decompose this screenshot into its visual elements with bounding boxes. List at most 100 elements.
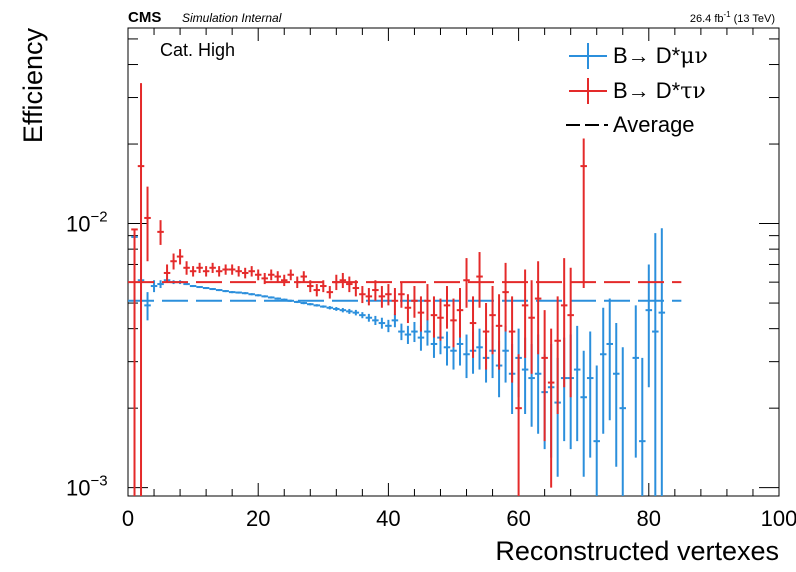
series-tau xyxy=(128,83,682,496)
data-point xyxy=(599,307,607,434)
data-point xyxy=(280,298,288,301)
data-point xyxy=(326,306,334,310)
category-label: Cat. High xyxy=(160,40,235,60)
data-point xyxy=(463,258,470,308)
data-point xyxy=(267,269,275,281)
data-point xyxy=(157,220,164,245)
data-point xyxy=(359,312,366,319)
legend-average-label: Average xyxy=(613,112,695,137)
data-point xyxy=(300,271,308,283)
data-point xyxy=(372,315,379,325)
data-point xyxy=(320,305,327,308)
data-point xyxy=(202,266,210,277)
data-point xyxy=(612,323,620,467)
data-point xyxy=(554,296,561,415)
legend-entry-tau: B→ D*τν xyxy=(569,78,706,104)
data-point xyxy=(287,269,295,281)
data-point xyxy=(430,296,438,338)
data-point xyxy=(502,262,509,332)
data-point xyxy=(248,293,255,296)
x-tick-label: 60 xyxy=(506,506,530,531)
legend-tau-prefix: B→ D* xyxy=(613,78,681,103)
data-point xyxy=(541,310,548,442)
data-point xyxy=(333,274,340,291)
data-point xyxy=(658,228,666,496)
data-point xyxy=(261,272,268,285)
data-point xyxy=(222,264,229,275)
data-point xyxy=(515,354,522,496)
data-point xyxy=(378,286,386,308)
data-point xyxy=(424,284,431,321)
data-point xyxy=(593,365,600,496)
lumi-label: 26.4 fb-1 (13 TeV) xyxy=(690,10,775,25)
y-tick-base: 10 xyxy=(66,476,90,501)
data-point xyxy=(209,288,216,291)
y-tick-exponent: −2 xyxy=(90,209,107,226)
data-point xyxy=(482,303,490,370)
plot-frame xyxy=(127,27,780,497)
data-point xyxy=(254,294,262,297)
data-point xyxy=(476,328,483,370)
data-point xyxy=(463,334,470,379)
data-point xyxy=(450,298,457,348)
data-point xyxy=(352,309,360,316)
data-point xyxy=(443,286,451,329)
data-point xyxy=(326,286,334,299)
legend-tau-label: B→ D*τν xyxy=(613,78,706,104)
data-point xyxy=(261,295,268,298)
data-point xyxy=(144,186,151,262)
data-point xyxy=(424,319,431,346)
data-point xyxy=(534,261,542,355)
data-point xyxy=(202,287,210,290)
data-point xyxy=(365,288,373,306)
legend-tau-particles: τν xyxy=(680,79,706,104)
data-point xyxy=(235,291,242,294)
data-point xyxy=(228,264,236,275)
data-point xyxy=(222,290,229,293)
lumi-energy: (13 TeV) xyxy=(734,13,775,25)
data-point xyxy=(528,280,535,374)
data-point xyxy=(307,303,314,306)
legend: B→ D*μν B→ D*τν Average xyxy=(566,43,708,137)
x-tick-label: 40 xyxy=(376,506,400,531)
data-point xyxy=(547,328,555,488)
data-point xyxy=(385,319,392,333)
data-point xyxy=(333,307,340,311)
data-point xyxy=(150,280,158,293)
data-point xyxy=(411,321,418,343)
data-point xyxy=(228,291,236,294)
data-point xyxy=(502,325,509,383)
lumi-value: 26.4 fb xyxy=(690,13,724,25)
data-point xyxy=(639,357,646,496)
data-point xyxy=(241,292,249,295)
data-point xyxy=(157,280,164,289)
legend-entry-average: Average xyxy=(566,112,695,137)
data-point xyxy=(196,262,203,273)
x-tick-label: 20 xyxy=(246,506,270,531)
data-point xyxy=(176,249,184,265)
data-point xyxy=(586,331,594,458)
data-point xyxy=(580,138,587,289)
data-point xyxy=(170,253,177,270)
data-point xyxy=(391,288,399,316)
data-point xyxy=(378,317,386,329)
data-point xyxy=(580,350,587,477)
legend-mu-prefix: B→ D* xyxy=(613,43,681,68)
y-tick-base: 10 xyxy=(66,212,90,237)
data-point xyxy=(235,266,242,277)
data-point xyxy=(183,261,190,275)
data-point xyxy=(274,297,281,300)
data-point xyxy=(417,296,425,332)
data-point xyxy=(398,282,405,308)
data-point xyxy=(365,313,373,322)
data-point xyxy=(189,266,197,277)
data-point xyxy=(280,274,288,287)
data-point xyxy=(443,331,451,366)
data-point xyxy=(521,269,529,358)
data-point xyxy=(508,296,516,383)
data-point xyxy=(391,313,399,328)
data-point xyxy=(339,272,347,289)
legend-mu-particles: μν xyxy=(680,44,708,69)
data-point xyxy=(131,228,138,496)
